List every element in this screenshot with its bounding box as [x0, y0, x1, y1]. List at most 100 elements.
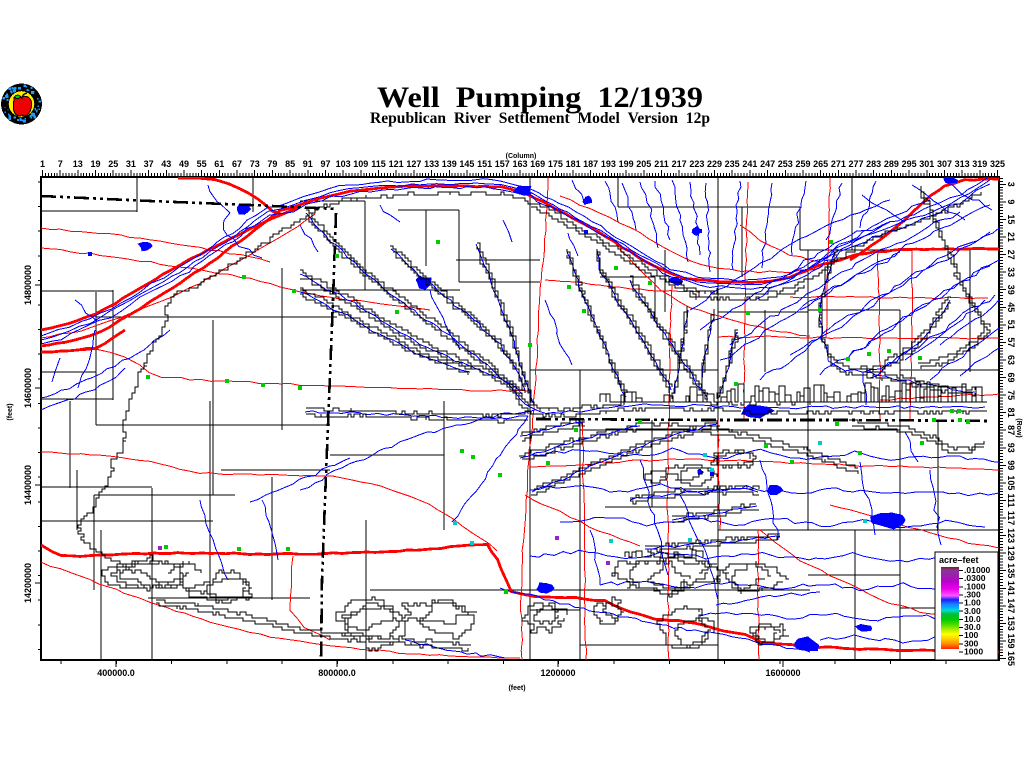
svg-text:93: 93 — [1006, 443, 1016, 453]
svg-text:307: 307 — [937, 159, 952, 169]
svg-text:247: 247 — [760, 159, 775, 169]
svg-text:Well Pumping 12/1939: Well Pumping 12/1939 — [377, 81, 703, 114]
svg-text:97: 97 — [320, 159, 330, 169]
svg-text:313: 313 — [955, 159, 970, 169]
svg-text:100: 100 — [964, 630, 979, 640]
svg-text:55: 55 — [197, 159, 207, 169]
svg-text:63: 63 — [1006, 355, 1016, 365]
svg-text:49: 49 — [179, 159, 189, 169]
svg-text:87: 87 — [1006, 425, 1016, 435]
svg-text:159: 159 — [1006, 633, 1016, 648]
svg-text:73: 73 — [250, 159, 260, 169]
svg-text:117: 117 — [1006, 511, 1016, 526]
svg-text:.300: .300 — [964, 590, 981, 600]
svg-text:61: 61 — [214, 159, 224, 169]
svg-text:79: 79 — [267, 159, 277, 169]
svg-text:133: 133 — [424, 159, 439, 169]
svg-text:15: 15 — [1006, 214, 1016, 224]
svg-text:319: 319 — [972, 159, 987, 169]
svg-text:27: 27 — [1006, 250, 1016, 260]
svg-text:67: 67 — [232, 159, 242, 169]
svg-text:300: 300 — [964, 638, 979, 648]
svg-text:277: 277 — [848, 159, 863, 169]
svg-text:187: 187 — [583, 159, 598, 169]
svg-text:241: 241 — [742, 159, 757, 169]
svg-text:223: 223 — [689, 159, 704, 169]
svg-text:253: 253 — [778, 159, 793, 169]
svg-text:165: 165 — [1006, 651, 1016, 666]
svg-text:1200000: 1200000 — [540, 668, 575, 678]
svg-text:265: 265 — [813, 159, 828, 169]
svg-text:.01000: .01000 — [964, 565, 991, 575]
svg-text:75: 75 — [1006, 390, 1016, 400]
svg-text:205: 205 — [636, 159, 651, 169]
svg-text:145: 145 — [459, 159, 474, 169]
svg-text:99: 99 — [1006, 460, 1016, 470]
svg-text:1.00: 1.00 — [964, 598, 981, 608]
svg-text:51: 51 — [1006, 320, 1016, 330]
svg-text:229: 229 — [707, 159, 722, 169]
svg-text:acre–feet: acre–feet — [939, 555, 979, 565]
svg-text:271: 271 — [831, 159, 846, 169]
svg-text:33: 33 — [1006, 267, 1016, 277]
svg-text:151: 151 — [477, 159, 492, 169]
svg-text:45: 45 — [1006, 302, 1016, 312]
svg-text:(Row): (Row) — [1015, 418, 1022, 437]
svg-text:10.0: 10.0 — [964, 614, 981, 624]
svg-text:301: 301 — [919, 159, 934, 169]
svg-text:1600000: 1600000 — [765, 668, 800, 678]
svg-text:235: 235 — [725, 159, 740, 169]
svg-text:111: 111 — [1006, 493, 1016, 507]
svg-text:135: 135 — [1006, 563, 1016, 578]
svg-text:3.00: 3.00 — [964, 606, 981, 616]
svg-text:13: 13 — [73, 159, 83, 169]
svg-text:14400000: 14400000 — [23, 465, 33, 505]
svg-text:43: 43 — [161, 159, 171, 169]
svg-text:14800000: 14800000 — [23, 265, 33, 305]
svg-text:103: 103 — [336, 159, 351, 169]
svg-text:217: 217 — [672, 159, 687, 169]
svg-text:199: 199 — [619, 159, 634, 169]
svg-text:147: 147 — [1006, 598, 1016, 613]
svg-text:129: 129 — [1006, 546, 1016, 561]
svg-text:121: 121 — [389, 159, 404, 169]
svg-text:14600000: 14600000 — [23, 368, 33, 408]
svg-text:123: 123 — [1006, 528, 1016, 543]
svg-text:325: 325 — [990, 159, 1005, 169]
svg-text:85: 85 — [285, 159, 295, 169]
svg-text:31: 31 — [126, 159, 136, 169]
svg-text:(feet): (feet) — [508, 685, 525, 692]
svg-text:.1000: .1000 — [964, 581, 986, 591]
svg-text:57: 57 — [1006, 337, 1016, 347]
svg-text:259: 259 — [795, 159, 810, 169]
svg-text:1000: 1000 — [964, 647, 983, 657]
svg-text:14200000: 14200000 — [23, 563, 33, 603]
svg-text:81: 81 — [1006, 408, 1016, 418]
svg-text:7: 7 — [58, 159, 63, 169]
svg-text:91: 91 — [303, 159, 313, 169]
svg-text:9: 9 — [1006, 199, 1016, 204]
svg-text:181: 181 — [566, 159, 581, 169]
svg-text:39: 39 — [1006, 285, 1016, 295]
svg-text:211: 211 — [654, 159, 669, 169]
svg-text:153: 153 — [1006, 616, 1016, 631]
svg-text:115: 115 — [371, 159, 386, 169]
svg-text:30.0: 30.0 — [964, 622, 981, 632]
svg-text:25: 25 — [108, 159, 118, 169]
svg-text:Republican River Settlement: Republican River Settlement Model Versio… — [370, 110, 710, 127]
svg-text:169: 169 — [530, 159, 545, 169]
svg-text:800000.0: 800000.0 — [318, 668, 356, 678]
svg-text:127: 127 — [406, 159, 421, 169]
svg-text:400000.0: 400000.0 — [97, 668, 135, 678]
svg-text:37: 37 — [144, 159, 154, 169]
svg-text:1: 1 — [40, 159, 45, 169]
svg-text:3: 3 — [1006, 182, 1016, 187]
svg-text:139: 139 — [442, 159, 457, 169]
svg-text:157: 157 — [495, 159, 510, 169]
svg-text:21: 21 — [1006, 232, 1016, 242]
svg-text:295: 295 — [902, 159, 917, 169]
svg-text:19: 19 — [90, 159, 100, 169]
svg-text:163: 163 — [512, 159, 527, 169]
svg-text:283: 283 — [866, 159, 881, 169]
svg-text:105: 105 — [1006, 475, 1016, 490]
